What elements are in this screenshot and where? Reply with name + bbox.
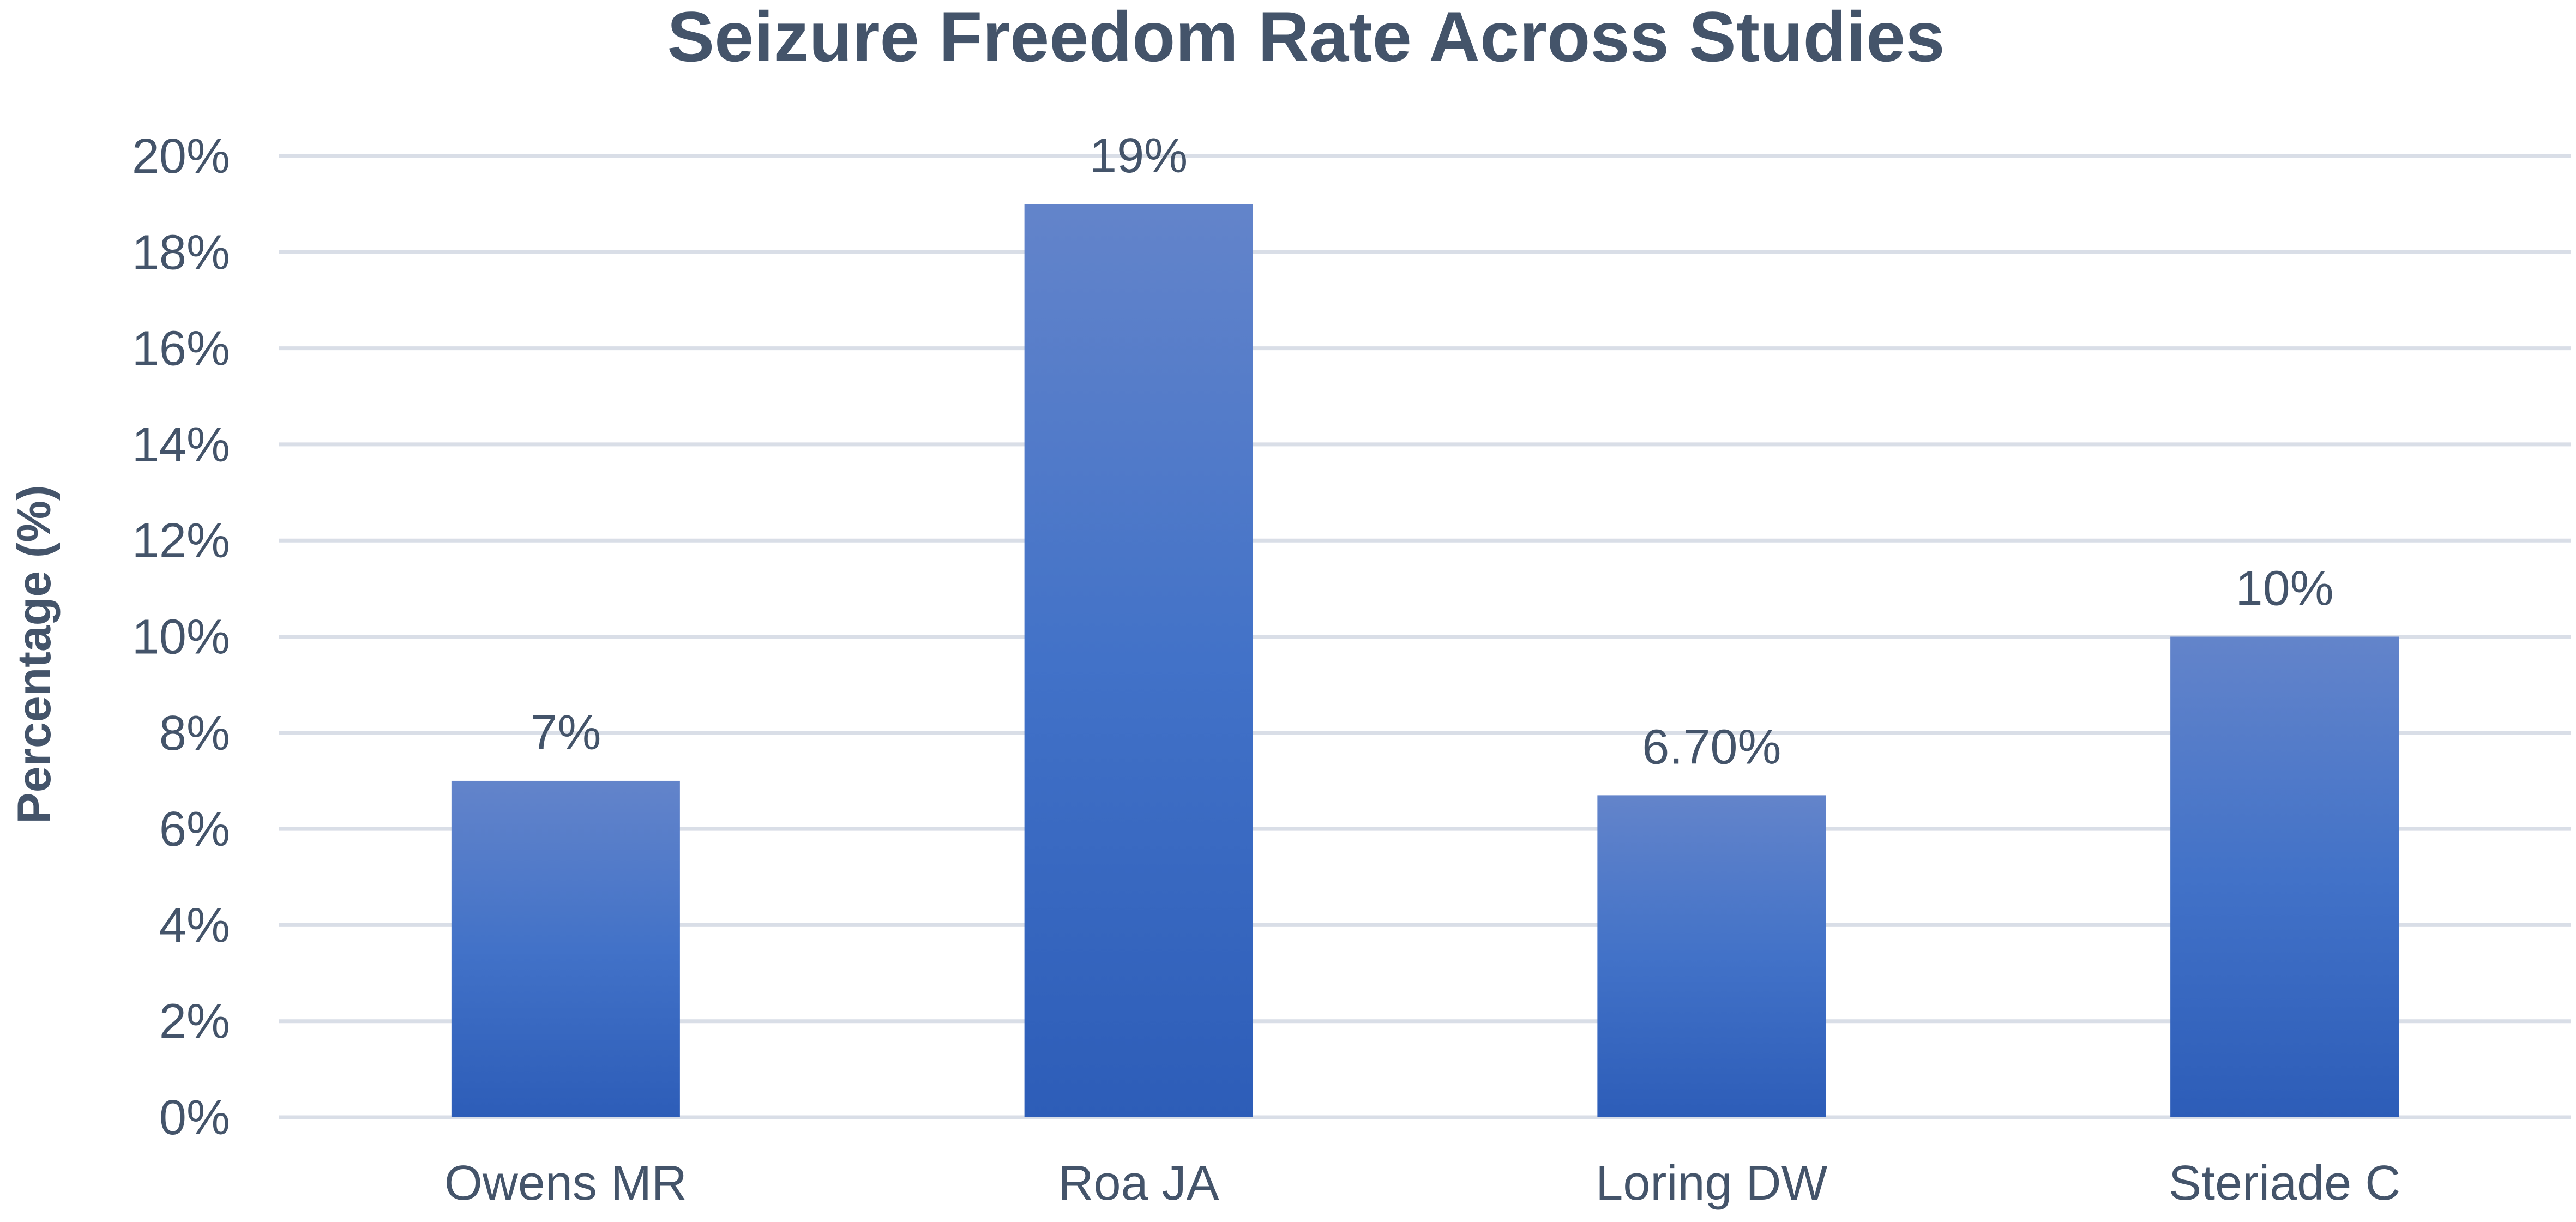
y-tick-label: 2% xyxy=(159,995,230,1049)
bar xyxy=(1597,795,1826,1117)
x-tick-label: Steriade C xyxy=(2169,1156,2400,1211)
data-label: 7% xyxy=(530,706,601,760)
y-tick-label: 12% xyxy=(132,514,230,568)
y-tick-label: 4% xyxy=(159,898,230,953)
y-tick-label: 20% xyxy=(132,129,230,184)
data-label: 19% xyxy=(1090,129,1188,183)
data-label: 6.70% xyxy=(1642,720,1781,774)
data-label: 10% xyxy=(2236,562,2334,616)
y-axis-label: Percentage (%) xyxy=(8,485,61,823)
x-tick-label: Roa JA xyxy=(1058,1156,1219,1211)
chart-title: Seizure Freedom Rate Across Studies xyxy=(667,0,1945,76)
y-tick-label: 6% xyxy=(159,802,230,857)
y-tick-label: 18% xyxy=(132,225,230,280)
x-tick-label: Owens MR xyxy=(444,1156,687,1211)
y-tick-label: 8% xyxy=(159,706,230,761)
y-tick-label: 0% xyxy=(159,1091,230,1145)
x-tick-label: Loring DW xyxy=(1596,1156,1827,1211)
y-tick-label: 14% xyxy=(132,418,230,472)
y-tick-label: 10% xyxy=(132,610,230,665)
bar xyxy=(1024,204,1253,1117)
y-tick-label: 16% xyxy=(132,322,230,376)
bar xyxy=(451,780,680,1117)
bar xyxy=(2170,636,2399,1117)
